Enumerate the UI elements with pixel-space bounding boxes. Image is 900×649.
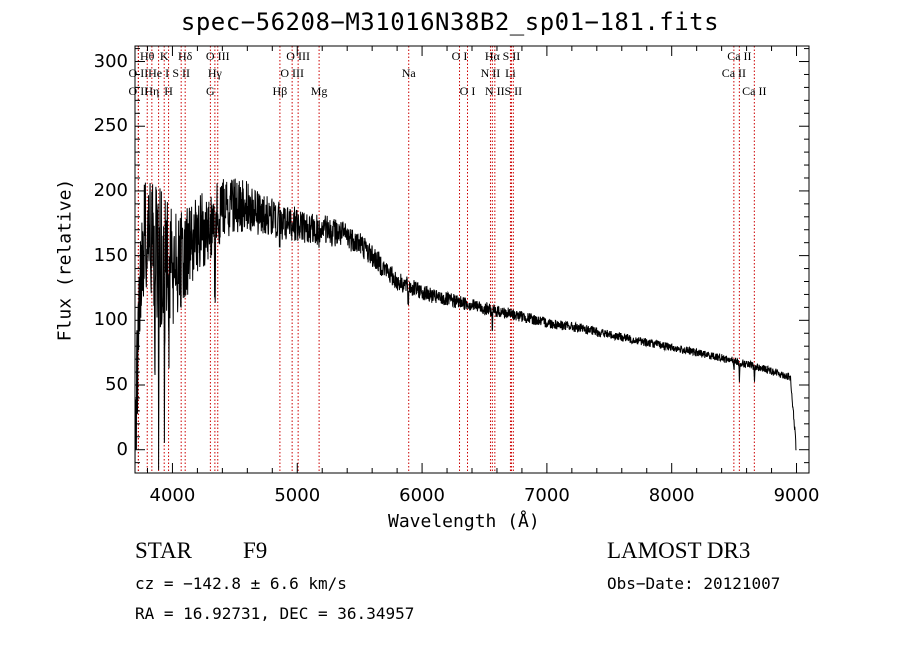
spectral-line-label-6: H [164, 84, 173, 98]
spectral-line-label-13: O III [280, 66, 304, 80]
object-class: STAR [135, 538, 192, 563]
obs-date: Obs−Date: 20121007 [607, 574, 781, 593]
spectral-line-label-21: N II [485, 84, 505, 98]
x-tick-label: 7000 [523, 485, 570, 506]
x-tick-label: 5000 [274, 485, 321, 506]
spectral-line-label-22: Li [505, 66, 516, 80]
y-tick-label: 250 [93, 115, 128, 137]
spectral-line-label-11: G [206, 84, 215, 98]
spectral-line-label-0: O II [129, 84, 149, 98]
x-tick-label: 4000 [149, 485, 196, 506]
spectral-line-label-2: O II [129, 66, 149, 80]
spectral-line-label-8: Hδ [178, 49, 193, 63]
spectral-line-label-5: He I [148, 66, 169, 80]
spectral-line-label-18: O I [460, 84, 476, 98]
spectral-line-label-12: Hβ [273, 84, 288, 98]
y-axis-label: Flux (relative) [54, 178, 76, 342]
redshift-value: cz = −142.8 ± 6.6 km/s [135, 574, 347, 593]
spectral-line-label-24: S II [504, 84, 522, 98]
spectral-line-label-23: S II [503, 49, 521, 63]
y-tick-label: 100 [93, 309, 128, 331]
y-tick-label: 150 [93, 244, 128, 266]
spectral-line-label-10: Hγ [208, 66, 223, 80]
spectral-line-label-4: K [160, 49, 169, 63]
object-subclass: F9 [243, 538, 268, 563]
spectral-line-label-9: O III [206, 49, 230, 63]
spectral-line-label-17: O I [452, 49, 468, 63]
y-tick-label: 0 [116, 438, 128, 460]
spectral-line-label-27: Ca II [742, 84, 766, 98]
y-tick-label: 200 [93, 179, 128, 201]
spectral-line-label-14: O III [286, 49, 310, 63]
y-tick-label: 300 [93, 50, 128, 72]
spectral-line-label-15: Mg [311, 84, 328, 98]
spectral-line-label-20: Hα [485, 49, 501, 63]
spectral-line-label-1: Hθ [140, 49, 155, 63]
x-tick-label: 9000 [773, 485, 820, 506]
spectral-line-markers [137, 46, 755, 473]
spectral-line-label-7: S II [172, 66, 190, 80]
spectrum-series [135, 178, 797, 472]
y-tick-label: 50 [105, 374, 128, 395]
x-tick-label: 8000 [648, 485, 695, 506]
x-tick-label: 6000 [399, 485, 445, 506]
spectral-line-label-25: Ca II [722, 66, 746, 80]
plot-frame [134, 45, 810, 474]
spectrum-line [135, 178, 797, 472]
spectral-line-label-19: N II [481, 66, 501, 80]
axis-ticks [135, 46, 809, 473]
x-axis-label: Wavelength (Å) [388, 511, 540, 532]
chart-title: spec−56208−M31016N38B2_sp01−181.fits [180, 8, 720, 36]
spectral-line-label-16: Na [402, 66, 417, 80]
survey-name: LAMOST DR3 [607, 538, 751, 563]
spectral-line-label-3: Hη [144, 84, 159, 98]
coordinates: RA = 16.92731, DEC = 36.34957 [135, 604, 415, 623]
spectral-line-label-26: Ca II [727, 49, 751, 63]
